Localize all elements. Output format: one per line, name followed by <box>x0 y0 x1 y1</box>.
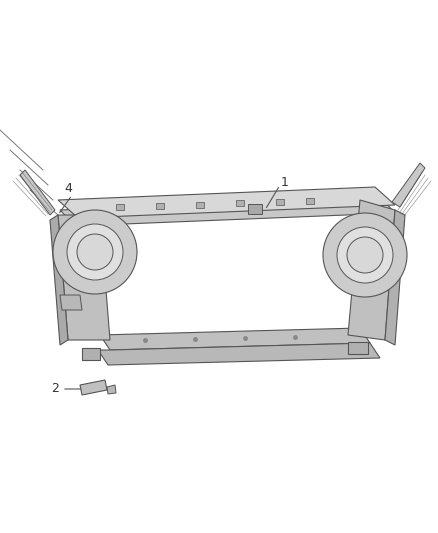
Bar <box>248 204 262 214</box>
Circle shape <box>337 227 393 283</box>
Bar <box>236 200 244 206</box>
Bar <box>276 199 284 205</box>
Polygon shape <box>385 210 405 345</box>
Circle shape <box>323 213 407 297</box>
Polygon shape <box>60 295 82 310</box>
Polygon shape <box>392 163 425 207</box>
Circle shape <box>53 210 137 294</box>
Text: 4: 4 <box>64 182 72 195</box>
Polygon shape <box>100 328 370 350</box>
Polygon shape <box>20 170 55 215</box>
Polygon shape <box>58 187 395 218</box>
Bar <box>156 203 164 209</box>
Polygon shape <box>107 385 116 394</box>
Polygon shape <box>348 342 368 354</box>
Polygon shape <box>98 343 380 365</box>
Circle shape <box>77 234 113 270</box>
Text: 2: 2 <box>51 383 59 395</box>
Circle shape <box>67 224 123 280</box>
Bar <box>196 201 204 207</box>
Bar <box>116 204 124 210</box>
Polygon shape <box>58 215 110 340</box>
Text: 1: 1 <box>281 175 289 189</box>
Polygon shape <box>80 380 107 395</box>
Polygon shape <box>82 348 100 360</box>
Polygon shape <box>60 197 395 226</box>
Bar <box>306 198 314 204</box>
Polygon shape <box>50 215 68 345</box>
Polygon shape <box>348 200 395 340</box>
Circle shape <box>347 237 383 273</box>
